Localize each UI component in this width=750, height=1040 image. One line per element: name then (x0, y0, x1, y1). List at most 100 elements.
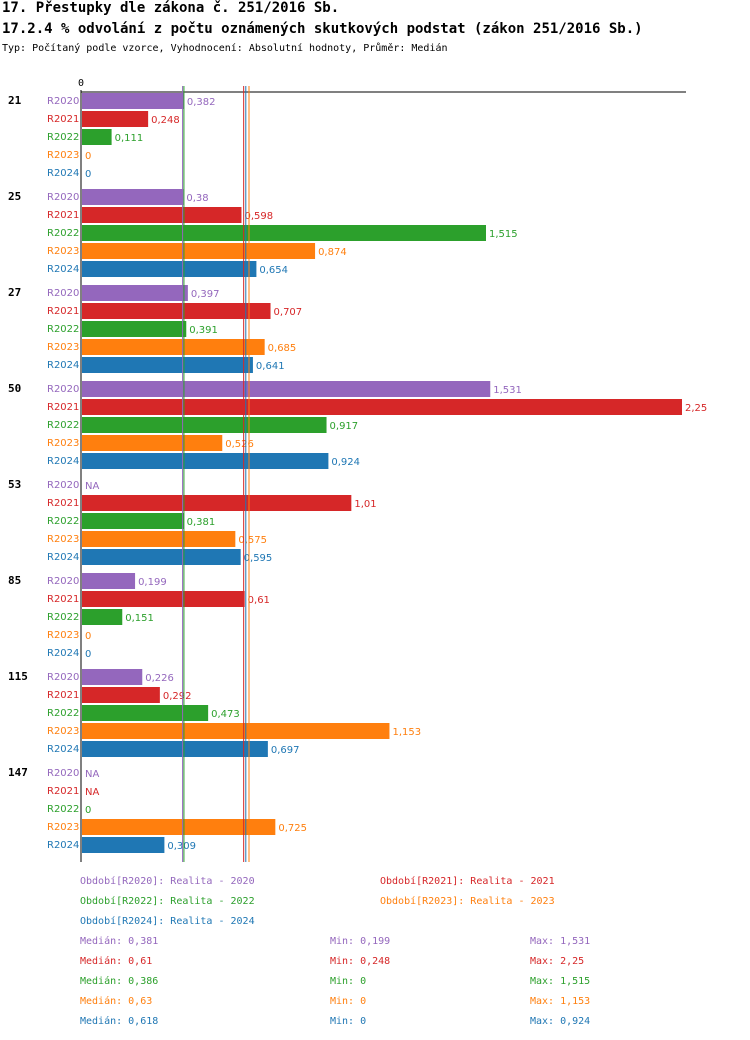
series-row-label: R2023 (47, 822, 79, 833)
bar (82, 495, 352, 511)
stat-max: Max: 2,25 (530, 956, 585, 967)
bar (82, 189, 184, 205)
bar-value-label: 0,641 (256, 361, 285, 372)
bar-value-label: 0 (85, 151, 91, 162)
group-label: 27 (8, 286, 21, 299)
bar (82, 435, 223, 451)
bar-value-label: NA (85, 769, 99, 780)
bar (82, 819, 276, 835)
bar-value-label: 0,309 (167, 841, 196, 852)
bar-value-label: 0,199 (138, 577, 167, 588)
legend-entry: Období[R2022]: Realita - 2022 (80, 896, 255, 907)
bar (82, 591, 245, 607)
bar-value-label: 0,685 (268, 343, 297, 354)
bar (82, 303, 271, 319)
series-row-label: R2023 (47, 342, 79, 353)
bar (82, 261, 257, 277)
bar (82, 513, 184, 529)
bar-value-label: 0,397 (191, 289, 220, 300)
series-row-label: R2023 (47, 630, 79, 641)
bar-value-label: 0,111 (115, 133, 144, 144)
stat-max: Max: 1,531 (530, 936, 591, 947)
bar-value-label: 0,61 (248, 595, 270, 606)
bar (82, 705, 209, 721)
series-row-label: R2024 (47, 744, 79, 755)
group-label: 25 (8, 190, 21, 203)
bar-value-label: 0,151 (125, 613, 154, 624)
series-row-label: R2023 (47, 438, 79, 449)
series-row-label: R2021 (47, 498, 79, 509)
bar-value-label: 0,391 (189, 325, 218, 336)
group-label: 53 (8, 478, 21, 491)
series-row-label: R2024 (47, 648, 79, 659)
series-row-label: R2020 (47, 96, 79, 107)
series-row-label: R2022 (47, 612, 79, 623)
bar-value-label: 0 (85, 805, 91, 816)
legend-entry: Období[R2024]: Realita - 2024 (80, 916, 255, 927)
bar-value-label: NA (85, 787, 99, 798)
bar-value-label: NA (85, 481, 99, 492)
bar-value-label: 0,382 (187, 97, 216, 108)
bar-value-label: 1,531 (493, 385, 522, 396)
stat-max: Max: 1,153 (530, 996, 591, 1007)
group-label: 50 (8, 382, 21, 395)
bar (82, 207, 242, 223)
series-row-label: R2020 (47, 672, 79, 683)
series-row-label: R2024 (47, 456, 79, 467)
series-row-label: R2024 (47, 360, 79, 371)
series-row-label: R2021 (47, 786, 79, 797)
bar-value-label: 0,38 (186, 193, 208, 204)
chart-subtitle: 17.2.4 % odvolání z počtu oznámených sku… (2, 21, 643, 37)
series-row-label: R2024 (47, 264, 79, 275)
stat-median: Medián: 0,386 (80, 976, 159, 987)
series-row-label: R2021 (47, 690, 79, 701)
bar-value-label: 0,707 (274, 307, 303, 318)
bar-value-label: 0 (85, 649, 91, 660)
bar (82, 243, 316, 259)
bar-value-label: 1,515 (489, 229, 518, 240)
series-row-label: R2021 (47, 210, 79, 221)
bar-value-label: 0,226 (145, 673, 174, 684)
bar (82, 399, 682, 415)
series-row-label: R2023 (47, 150, 79, 161)
bar (82, 129, 112, 145)
bar (82, 417, 327, 433)
stat-min: Min: 0,248 (330, 956, 391, 967)
bar-value-label: 1,01 (354, 499, 376, 510)
legend-entry: Období[R2021]: Realita - 2021 (380, 876, 555, 887)
group-label: 21 (8, 94, 22, 107)
bar (82, 93, 184, 109)
stat-min: Min: 0,199 (330, 936, 391, 947)
series-row-label: R2021 (47, 594, 79, 605)
legend-entry: Období[R2020]: Realita - 2020 (80, 876, 255, 887)
bar-value-label: 0,598 (244, 211, 273, 222)
bar-value-label: 0,917 (330, 421, 359, 432)
bar-value-label: 0,595 (244, 553, 273, 564)
bar-value-label: 0,248 (151, 115, 180, 126)
series-row-label: R2020 (47, 192, 79, 203)
bar-value-label: 2,25 (685, 403, 707, 414)
chart-title: 17. Přestupky dle zákona č. 251/2016 Sb. (2, 0, 340, 16)
bar (82, 321, 187, 337)
stat-min: Min: 0 (330, 996, 367, 1007)
series-row-label: R2022 (47, 420, 79, 431)
stat-min: Min: 0 (330, 976, 367, 987)
bar-value-label: 0,725 (278, 823, 307, 834)
bar (82, 531, 236, 547)
stat-max: Max: 0,924 (530, 1016, 591, 1027)
stat-min: Min: 0 (330, 1016, 367, 1027)
series-row-label: R2023 (47, 246, 79, 257)
bar (82, 723, 390, 739)
bar-value-label: 1,153 (392, 727, 421, 738)
bar-value-label: 0,292 (163, 691, 192, 702)
bar (82, 111, 149, 127)
bar (82, 285, 188, 301)
series-row-label: R2022 (47, 324, 79, 335)
bar-value-label: 0,575 (238, 535, 267, 546)
bar (82, 669, 143, 685)
series-row-label: R2020 (47, 288, 79, 299)
stat-max: Max: 1,515 (530, 976, 591, 987)
group-label: 147 (8, 766, 28, 779)
